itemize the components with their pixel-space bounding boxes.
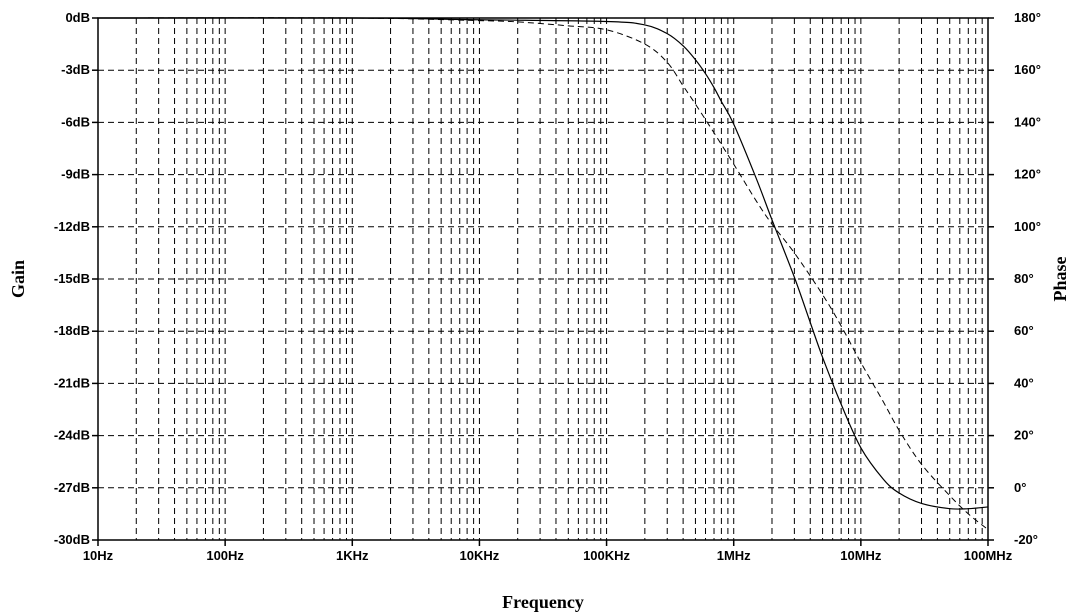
gain-series-line	[97, 17, 989, 510]
gain-tick-label: -3dB	[61, 62, 90, 77]
phase-tick-label: 120°	[1014, 167, 1041, 182]
phase-tick-label: 160°	[1014, 62, 1041, 77]
phase-tick-label: 40°	[1014, 375, 1034, 390]
grid-lines	[98, 18, 988, 540]
frequency-tick-label: 100MHz	[964, 548, 1013, 563]
gain-tick-label: -27dB	[54, 480, 90, 495]
phase-tick-label: 20°	[1014, 428, 1034, 443]
frequency-tick-label: 100KHz	[583, 548, 630, 563]
frequency-tick-label: 10MHz	[840, 548, 882, 563]
series-layer	[97, 17, 989, 530]
gain-tick-label: -6dB	[61, 114, 90, 129]
x-axis-title: Frequency	[502, 592, 584, 612]
phase-tick-label: 140°	[1014, 114, 1041, 129]
gain-tick-label: -24dB	[54, 428, 90, 443]
y-axis-title: Gain	[8, 260, 28, 298]
gain-axis-ticks: 0dB -3dB -6dB -9dB -12dB -15dB -18dB -21dB -24dB…	[54, 10, 98, 547]
frequency-tick-label: 1KHz	[336, 548, 369, 563]
frequency-tick-label: 1MHz	[717, 548, 751, 563]
frequency-axis-ticks: 10Hz 100Hz 1KHz 10KHz 100KHz 1MHz 10MHz 100MHz	[83, 540, 1013, 563]
gain-tick-label: 0dB	[65, 10, 90, 25]
phase-tick-label: 0°	[1014, 480, 1026, 495]
frequency-tick-label: 10KHz	[460, 548, 500, 563]
gain-tick-label: -15dB	[54, 271, 90, 286]
phase-tick-label: 100°	[1014, 219, 1041, 234]
phase-tick-label: 60°	[1014, 323, 1034, 338]
gain-tick-label: -18dB	[54, 323, 90, 338]
gain-tick-label: -12dB	[54, 219, 90, 234]
gain-tick-label: -21dB	[54, 375, 90, 390]
phase-tick-label: -20°	[1014, 532, 1038, 547]
phase-series-line	[97, 17, 989, 530]
gain-tick-label: -30dB	[54, 532, 90, 547]
phase-tick-label: 180°	[1014, 10, 1041, 25]
frequency-tick-label: 10Hz	[83, 548, 114, 563]
frequency-tick-label: 100Hz	[206, 548, 244, 563]
y2-axis-title: Phase	[1050, 256, 1070, 301]
phase-axis-ticks: 180° 160° 140° 120° 100° 80° 60° 40° 20° 0° -20°	[988, 10, 1041, 547]
gain-tick-label: -9dB	[61, 167, 90, 182]
phase-tick-label: 80°	[1014, 271, 1034, 286]
